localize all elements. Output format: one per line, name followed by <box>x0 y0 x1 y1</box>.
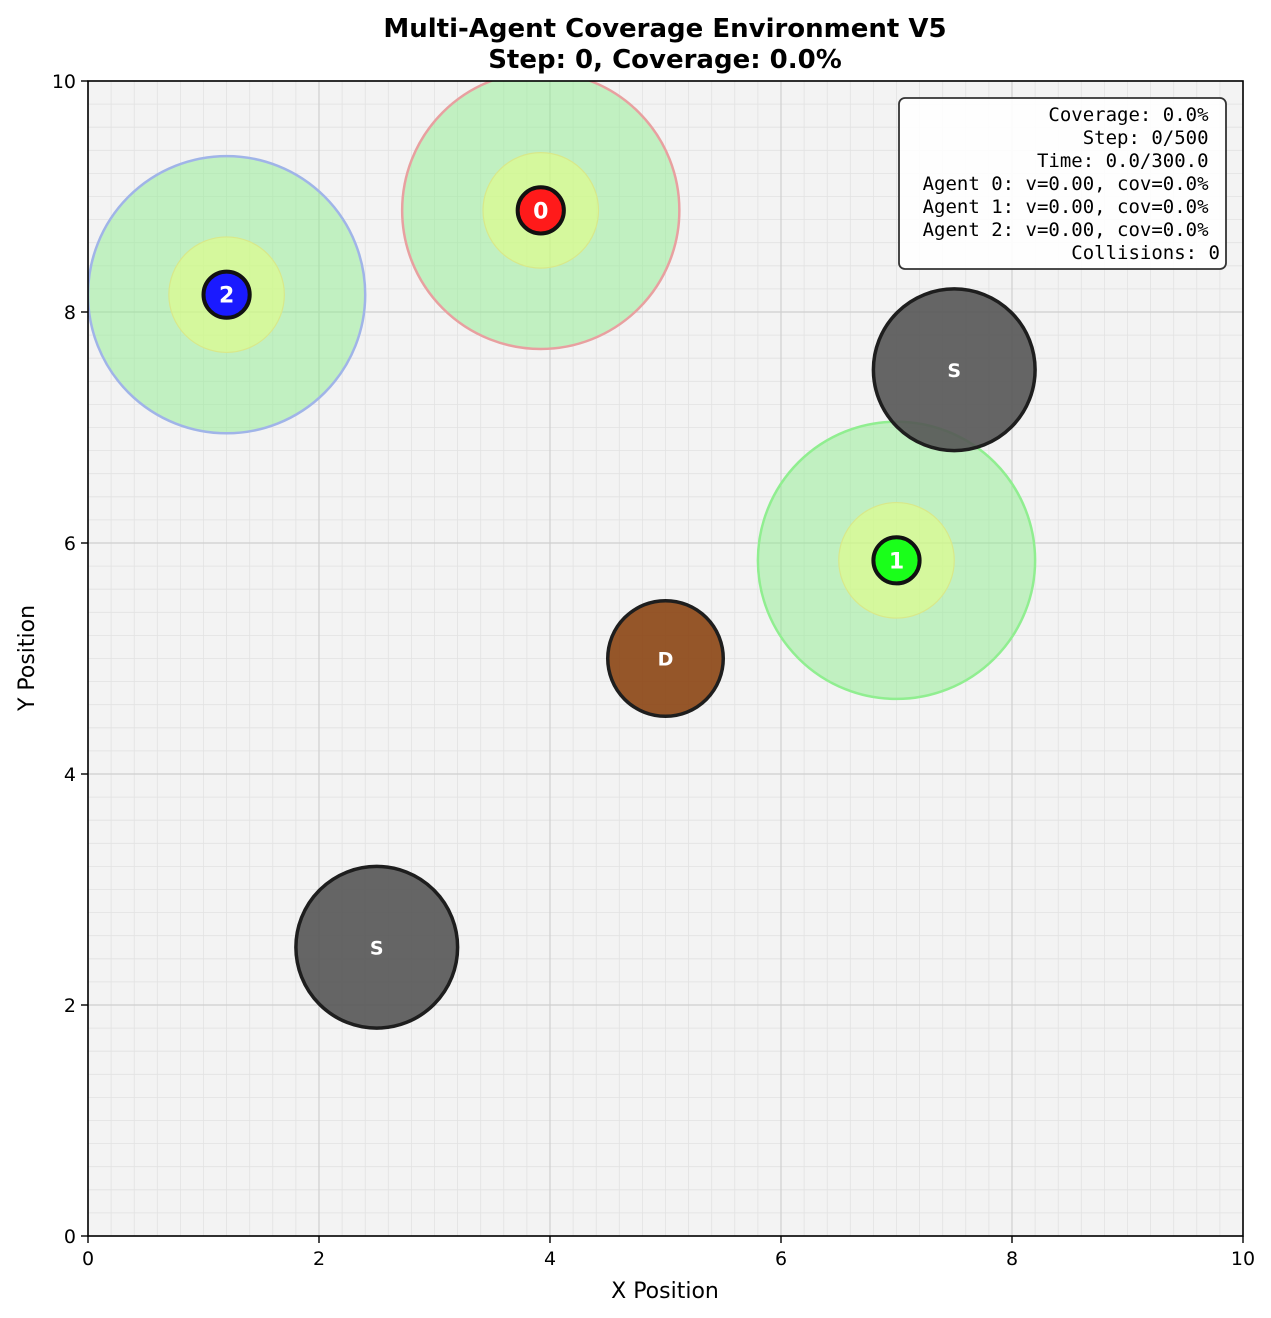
info-box: Coverage: 0.0% Step: 0/500 Time: 0.0/300… <box>898 97 1227 270</box>
agent-0-label: 0 <box>533 199 548 224</box>
x-axis-label: X Position <box>611 1279 719 1304</box>
y-tick-label: 4 <box>64 764 76 786</box>
y-axis-ticks: 0 2 4 6 8 10 <box>52 71 88 1248</box>
y-tick-label: 2 <box>64 995 76 1017</box>
agent-0-body <box>515 185 566 236</box>
obstacle-d-1 <box>606 599 725 718</box>
obstacle-label: S <box>370 937 384 959</box>
plot-frame <box>87 80 1244 1237</box>
y-tick-label: 8 <box>64 302 76 324</box>
obstacle-label: D <box>658 649 674 671</box>
agent-1-body <box>871 535 922 586</box>
info-line-collisions: Collisions: 0 <box>1071 242 1220 264</box>
y-axis-label: Y Position <box>15 605 40 712</box>
y-tick-label: 0 <box>64 1226 76 1248</box>
info-box-text: Coverage: 0.0% Step: 0/500 Time: 0.0/300… <box>923 104 1220 264</box>
info-line-step: Step: 0/500 <box>1083 127 1209 149</box>
info-line-agent-1: Agent 1: v=0.00, cov=0.0% <box>923 196 1210 218</box>
x-tick-label: 2 <box>313 1248 325 1270</box>
info-line-agent-2: Agent 2: v=0.00, cov=0.0% <box>923 219 1210 241</box>
agent-2-label: 2 <box>219 284 234 309</box>
y-tick-label: 10 <box>52 71 76 93</box>
agent-2-body <box>201 269 252 320</box>
x-tick-label: 8 <box>1006 1248 1018 1270</box>
y-tick-label: 6 <box>64 533 76 555</box>
info-line-coverage: Coverage: 0.0% <box>1048 104 1209 126</box>
obstacle-label: S <box>947 360 961 382</box>
x-axis-ticks: 0 2 4 6 8 10 <box>82 1236 1255 1270</box>
x-tick-label: 6 <box>775 1248 787 1270</box>
obstacle-s-0 <box>871 287 1037 453</box>
info-line-agent-0: Agent 0: v=0.00, cov=0.0% <box>923 173 1210 195</box>
x-tick-label: 10 <box>1231 1248 1255 1270</box>
info-line-time: Time: 0.0/300.0 <box>1037 150 1209 172</box>
x-tick-label: 4 <box>544 1248 556 1270</box>
plot-marks: S D S 0 1 2 <box>88 81 1037 1030</box>
agent-1-label: 1 <box>889 549 904 574</box>
chart-title-line1: Multi-Agent Coverage Environment V5 <box>383 14 946 44</box>
chart-title-line2: Step: 0, Coverage: 0.0% <box>488 45 842 75</box>
info-box-frame <box>898 97 1227 270</box>
obstacle-s-2 <box>294 864 460 1030</box>
x-tick-label: 0 <box>82 1248 94 1270</box>
